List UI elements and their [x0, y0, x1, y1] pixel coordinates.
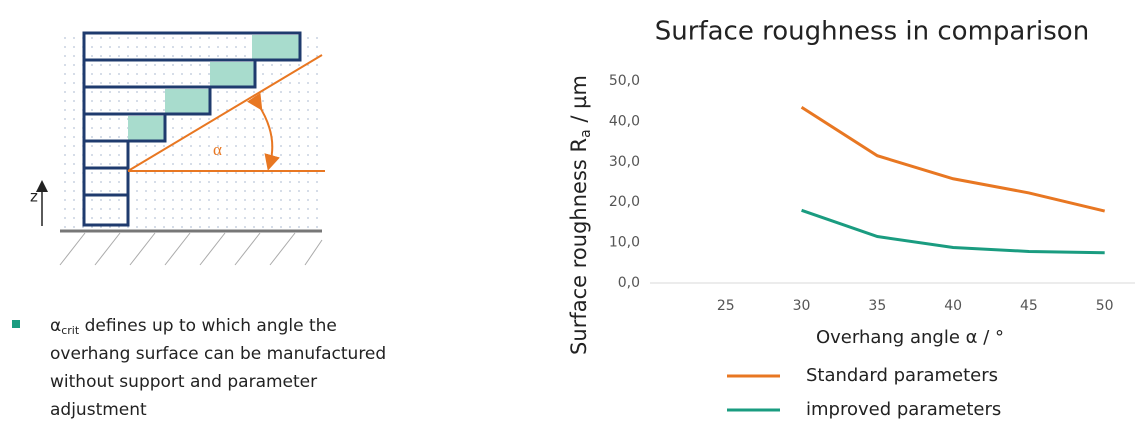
legend-label: improved parameters — [806, 399, 1001, 420]
y-tick-label: 0,0 — [618, 275, 640, 291]
bullet: αcrit defines up to which angle the over… — [12, 316, 386, 420]
x-tick-label: 30 — [793, 298, 811, 314]
z-label: z — [30, 188, 38, 206]
canvas: z α αcrit defines up to which angle the … — [0, 0, 1142, 427]
x-tick-label: 25 — [717, 298, 735, 314]
series-line — [802, 210, 1105, 252]
y-tick-label: 50,0 — [609, 73, 640, 89]
x-tick-label: 45 — [1020, 298, 1038, 314]
bullet-text: overhang surface can be manufactured — [50, 344, 386, 364]
y-tick-label: 30,0 — [609, 154, 640, 170]
series-line — [802, 107, 1105, 211]
y-tick-label: 10,0 — [609, 235, 640, 251]
bullet-text: adjustment — [50, 400, 147, 420]
bullet-text: without support and parameter — [50, 372, 317, 392]
chart: Surface roughness in comparison Surface … — [567, 17, 1135, 421]
y-tick-label: 40,0 — [609, 113, 640, 129]
overhang-diagram: z α — [30, 30, 325, 265]
y-tick-label: 20,0 — [609, 194, 640, 210]
alpha-label: α — [213, 140, 222, 159]
x-axis-label: Overhang angle α / ° — [816, 327, 1004, 348]
x-tick-label: 50 — [1096, 298, 1114, 314]
x-tick-label: 35 — [868, 298, 886, 314]
x-tick-label: 40 — [944, 298, 962, 314]
slide: z α αcrit defines up to which angle the … — [0, 0, 1142, 427]
y-axis-label: Surface roughness Ra / µm — [567, 75, 594, 355]
bullet-text: αcrit defines up to which angle the — [50, 316, 337, 337]
chart-title: Surface roughness in comparison — [655, 17, 1089, 47]
legend-label: Standard parameters — [806, 365, 998, 386]
